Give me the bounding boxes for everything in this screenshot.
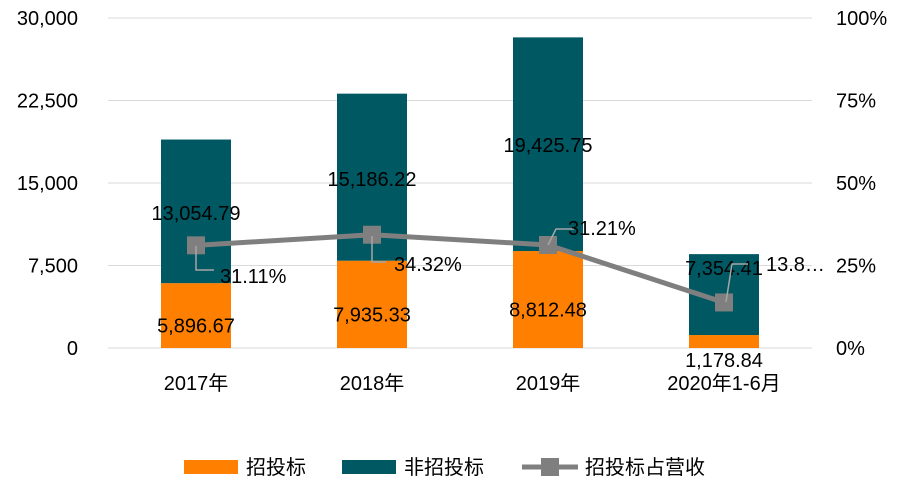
y-left-tick-label: 22,500 xyxy=(17,91,78,113)
bar-non-bidding xyxy=(513,37,583,252)
y-left-tick-label: 15,000 xyxy=(17,173,78,195)
data-label-non-bidding: 15,186.22 xyxy=(328,169,417,191)
data-label-bidding: 7,935.33 xyxy=(333,304,411,326)
data-label-non-bidding: 19,425.75 xyxy=(504,135,593,157)
legend-swatch-non-bidding xyxy=(342,460,396,474)
data-label-share: 13.8… xyxy=(766,254,825,276)
line-marker xyxy=(539,236,557,255)
data-label-bidding: 5,896.67 xyxy=(157,316,235,338)
line-revenue-share xyxy=(195,232,725,305)
x-tick-label: 2017年 xyxy=(164,372,229,395)
bar-bidding xyxy=(513,251,583,348)
leader-line xyxy=(547,228,574,246)
y-right-tick-label: 25% xyxy=(836,256,876,278)
data-label-share: 31.21% xyxy=(568,218,636,240)
bar-bidding xyxy=(161,283,231,348)
line-marker xyxy=(715,293,733,312)
leader-line xyxy=(195,246,214,271)
leader-line xyxy=(725,263,748,303)
y-right-tick-label: 75% xyxy=(836,91,876,113)
legend-swatch-bidding xyxy=(184,460,238,474)
data-label-share: 34.32% xyxy=(394,254,462,276)
x-tick-label: 2019年 xyxy=(516,372,581,395)
bar-bidding xyxy=(689,335,759,348)
legend-marker-share xyxy=(541,458,559,476)
y-right-tick-label: 50% xyxy=(836,173,876,195)
y-left-tick-label: 30,000 xyxy=(17,8,78,30)
line-marker xyxy=(363,225,381,244)
y-left-tick-label: 7,500 xyxy=(28,256,78,278)
leader-line xyxy=(371,236,386,263)
data-label-non-bidding: 7,354.41 xyxy=(685,258,763,280)
data-label-share: 31.11% xyxy=(220,266,287,288)
y-right-tick-label: 0% xyxy=(836,338,865,360)
y-left-tick-label: 0 xyxy=(67,338,78,360)
data-label-bidding: 8,812.48 xyxy=(509,300,587,322)
legend-label-share: 招投标占营收 xyxy=(585,456,705,479)
data-label-non-bidding: 13,054.79 xyxy=(152,203,241,225)
data-label-bidding: 1,178.84 xyxy=(685,350,763,372)
legend-label-non-bidding: 非招投标 xyxy=(404,456,484,479)
x-tick-label: 2018年 xyxy=(340,372,405,395)
legend-label-bidding: 招投标 xyxy=(246,456,306,479)
x-tick-label: 2020年1-6月 xyxy=(667,372,780,395)
line-marker xyxy=(187,236,205,255)
bar-bidding xyxy=(337,260,407,348)
y-right-tick-label: 100% xyxy=(836,8,887,30)
